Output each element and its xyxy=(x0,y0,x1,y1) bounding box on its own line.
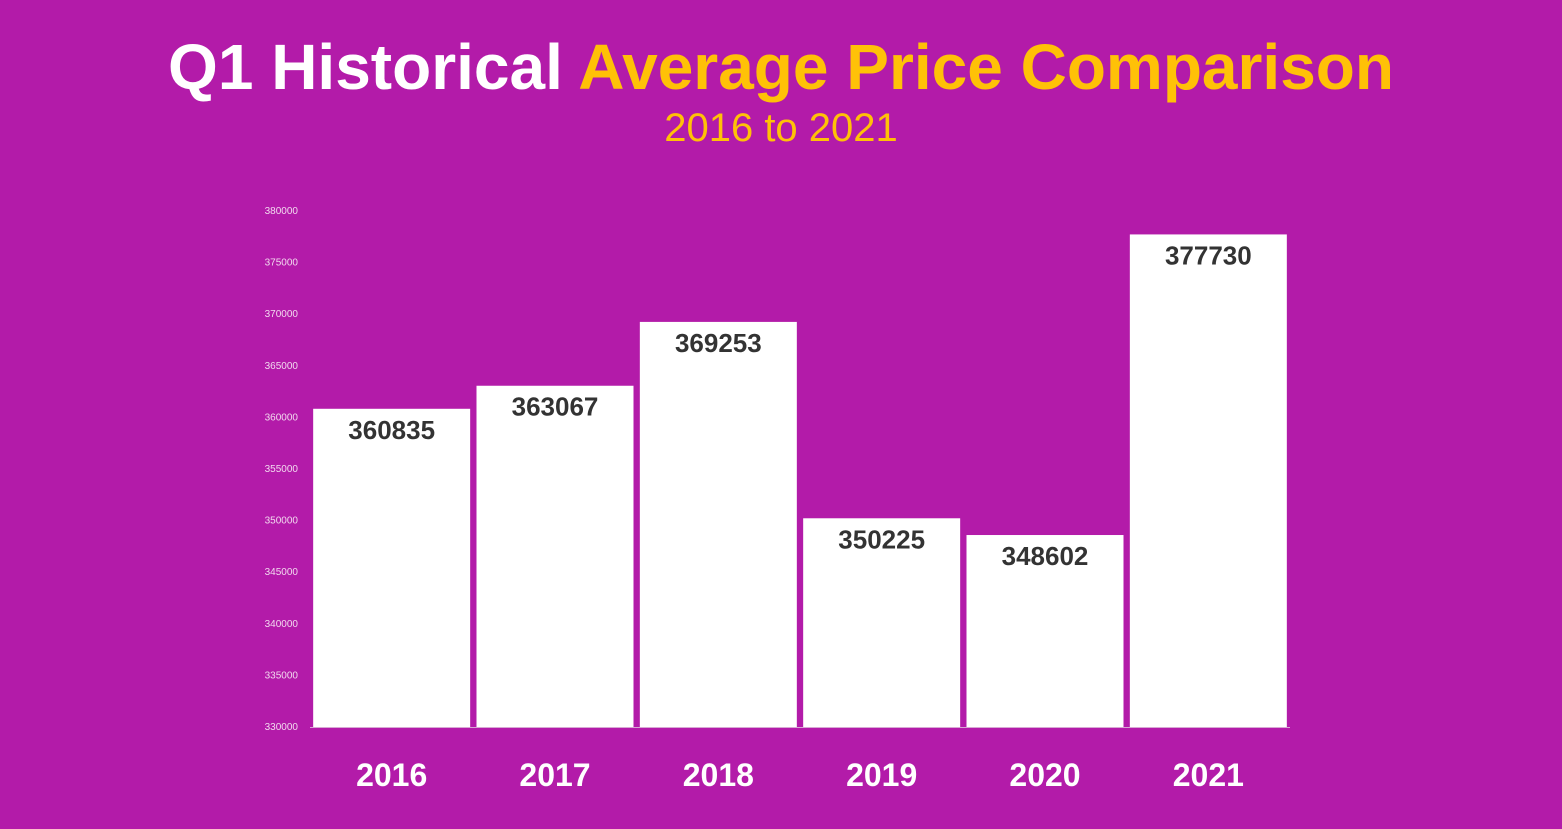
title-part-accent: Average Price Comparison xyxy=(578,31,1394,103)
x-tick-label-2016: 2016 xyxy=(356,757,427,793)
y-tick-label: 355000 xyxy=(265,464,299,475)
bar-2019 xyxy=(803,518,961,727)
y-tick-label: 330000 xyxy=(265,722,299,733)
x-tick-label-2020: 2020 xyxy=(1009,757,1080,793)
y-tick-label: 350000 xyxy=(265,516,299,527)
data-label-2017: 363067 xyxy=(512,392,599,422)
x-tick-label-2017: 2017 xyxy=(519,757,590,793)
data-label-2018: 369253 xyxy=(675,328,762,358)
y-tick-label: 335000 xyxy=(265,670,299,681)
bar-2016 xyxy=(313,408,471,727)
bar-2021 xyxy=(1129,234,1287,728)
bar-2017 xyxy=(476,385,634,727)
y-tick-label: 345000 xyxy=(265,567,299,578)
bar-2018 xyxy=(639,321,797,727)
title-part-primary: Q1 Historical xyxy=(168,31,563,103)
data-label-2016: 360835 xyxy=(348,415,435,445)
y-tick-label: 360000 xyxy=(265,412,299,423)
y-tick-label: 370000 xyxy=(265,309,299,320)
bar-2020 xyxy=(966,535,1124,727)
chart-title: Q1 Historical Average Price Comparison xyxy=(0,28,1562,106)
x-tick-label-2019: 2019 xyxy=(846,757,917,793)
x-tick-label-2018: 2018 xyxy=(683,757,754,793)
y-tick-label: 375000 xyxy=(265,258,299,269)
y-tick-label: 365000 xyxy=(265,361,299,372)
data-label-2019: 350225 xyxy=(838,524,925,554)
y-tick-label: 380000 xyxy=(265,206,299,217)
data-label-2020: 348602 xyxy=(1002,541,1089,571)
y-tick-label: 340000 xyxy=(265,619,299,630)
x-tick-label-2021: 2021 xyxy=(1173,757,1244,793)
data-label-2021: 377730 xyxy=(1165,240,1252,270)
chart-subtitle: 2016 to 2021 xyxy=(664,106,898,150)
